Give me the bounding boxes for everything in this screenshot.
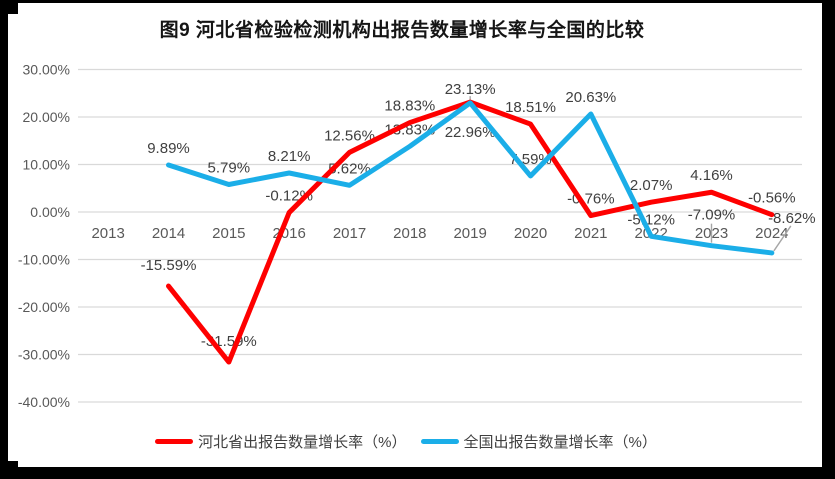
data-label: 8.21% [268, 148, 311, 165]
page-border-left [0, 0, 8, 479]
data-label: -5.12% [627, 211, 675, 228]
legend-item-hebei: 河北省出报告数量增长率（%） [155, 431, 407, 452]
data-label: 23.13% [445, 81, 496, 98]
y-axis-tick-label: 10.00% [23, 157, 70, 173]
data-label: 18.51% [505, 99, 556, 116]
chart-title: 图9 河北省检验检测机构出报告数量增长率与全国的比较 [159, 20, 645, 41]
page-border-corner-top-left [0, 0, 18, 14]
x-axis-year-label: 2013 [91, 225, 124, 242]
data-label: 13.83% [384, 121, 435, 138]
hebei-series-line-swatch [155, 439, 194, 444]
page-border-top [0, 0, 835, 3]
y-axis-tick-label: 0.00% [30, 204, 70, 220]
x-axis-year-label: 2020 [514, 225, 547, 242]
y-axis-tick-label: -10.00% [18, 252, 70, 268]
y-axis-tick-label: -40.00% [18, 394, 70, 410]
data-label: -15.59% [141, 257, 197, 274]
data-label: -8.62% [768, 210, 816, 227]
legend-label-national: 全国出报告数量增长率（%） [463, 434, 657, 451]
data-label: 20.63% [565, 89, 616, 106]
y-axis-tick-label: -30.00% [18, 347, 70, 363]
label-leader-line [773, 225, 792, 252]
data-label: 9.89% [147, 140, 190, 157]
y-axis-tick-label: 30.00% [23, 62, 70, 78]
data-label: 4.16% [690, 167, 733, 184]
data-label: -7.09% [688, 207, 736, 224]
national-series-line-swatch [420, 439, 459, 444]
data-label: 22.96% [445, 124, 496, 141]
data-label: 18.83% [384, 98, 435, 115]
page-border-corner-bottom-left [0, 461, 18, 479]
y-axis-tick-label: -20.00% [18, 299, 70, 315]
x-axis-year-label: 2019 [453, 225, 486, 242]
legend-label-hebei: 河北省出报告数量增长率（%） [198, 434, 407, 451]
data-label: 2.07% [630, 177, 673, 194]
x-axis-year-label: 2024 [755, 225, 788, 242]
x-axis-year-label: 2021 [574, 225, 607, 242]
data-label: -0.56% [748, 190, 796, 207]
x-axis-year-label: 2018 [393, 225, 426, 242]
data-label: 12.56% [324, 127, 375, 144]
chart-legend: 河北省出报告数量增长率（%） 全国出报告数量增长率（%） [0, 431, 812, 452]
x-axis-year-label: 2017 [333, 225, 366, 242]
data-label: 5.79% [208, 159, 251, 176]
x-axis-year-label: 2014 [152, 225, 185, 242]
national-series-line [166, 100, 775, 256]
y-axis-tick-label: 20.00% [23, 109, 70, 125]
legend-item-national: 全国出报告数量增长率（%） [420, 431, 657, 452]
page-border-bottom [0, 467, 835, 479]
x-axis-year-label: 2015 [212, 225, 245, 242]
page-border-right [822, 0, 835, 479]
